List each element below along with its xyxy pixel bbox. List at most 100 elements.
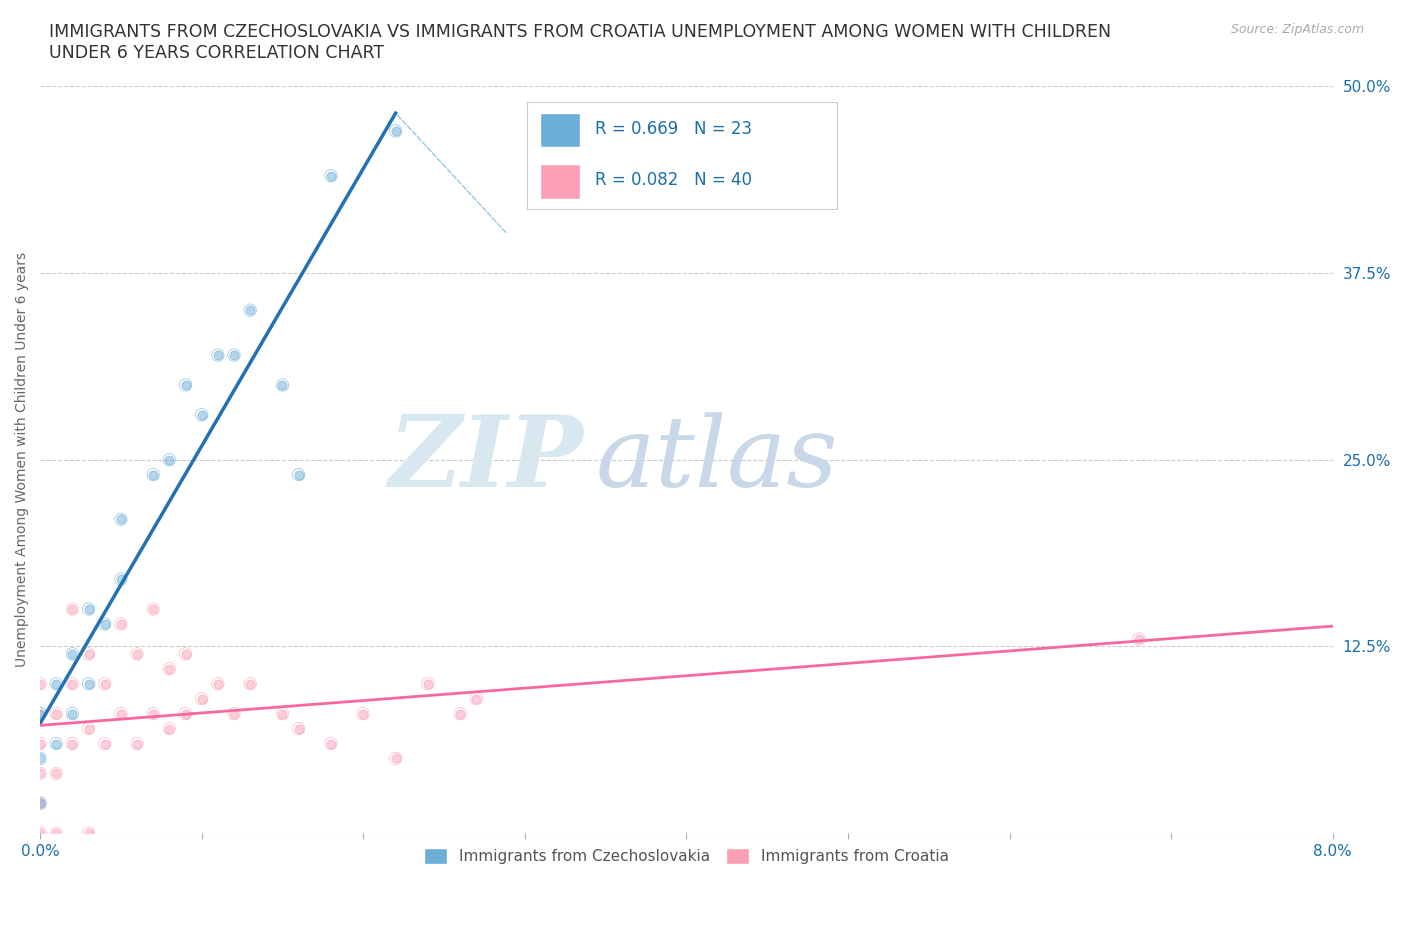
- Point: [45, 736, 67, 751]
- Point: [352, 706, 374, 721]
- Point: [62, 676, 84, 691]
- Point: [30, 826, 52, 841]
- Point: [45, 826, 67, 841]
- Point: [45, 766, 67, 781]
- Point: [62, 706, 84, 721]
- Point: [174, 706, 197, 721]
- Point: [319, 736, 342, 751]
- Point: [110, 512, 132, 526]
- Point: [174, 646, 197, 661]
- Point: [287, 721, 309, 736]
- Point: [30, 826, 52, 841]
- Point: [416, 676, 439, 691]
- Point: [352, 706, 374, 721]
- Point: [77, 721, 100, 736]
- Point: [319, 736, 342, 751]
- Point: [77, 646, 100, 661]
- Point: [239, 303, 262, 318]
- Point: [62, 602, 84, 617]
- Point: [207, 676, 229, 691]
- Point: [174, 646, 197, 661]
- Point: [110, 617, 132, 631]
- Point: [207, 348, 229, 363]
- Point: [157, 721, 180, 736]
- Point: [62, 676, 84, 691]
- Point: [222, 348, 245, 363]
- Point: [77, 676, 100, 691]
- Point: [30, 706, 52, 721]
- Point: [222, 706, 245, 721]
- Point: [125, 646, 148, 661]
- Point: [77, 826, 100, 841]
- Point: [384, 124, 406, 139]
- Point: [239, 303, 262, 318]
- Point: [77, 826, 100, 841]
- Point: [62, 706, 84, 721]
- FancyBboxPatch shape: [540, 113, 579, 147]
- Text: R = 0.669   N = 23: R = 0.669 N = 23: [595, 120, 752, 138]
- Point: [62, 602, 84, 617]
- Point: [30, 706, 52, 721]
- Point: [45, 766, 67, 781]
- Text: IMMIGRANTS FROM CZECHOSLOVAKIA VS IMMIGRANTS FROM CROATIA UNEMPLOYMENT AMONG WOM: IMMIGRANTS FROM CZECHOSLOVAKIA VS IMMIGR…: [49, 23, 1111, 62]
- Point: [93, 676, 115, 691]
- Point: [190, 691, 212, 706]
- Point: [174, 706, 197, 721]
- Point: [416, 676, 439, 691]
- Point: [110, 572, 132, 587]
- Point: [157, 661, 180, 676]
- Point: [271, 706, 294, 721]
- Point: [287, 721, 309, 736]
- Point: [190, 691, 212, 706]
- Point: [45, 826, 67, 841]
- Point: [1128, 631, 1150, 646]
- Point: [30, 796, 52, 811]
- Y-axis label: Unemployment Among Women with Children Under 6 years: Unemployment Among Women with Children U…: [15, 252, 30, 667]
- Point: [271, 378, 294, 392]
- Point: [30, 766, 52, 781]
- Point: [110, 706, 132, 721]
- Point: [271, 378, 294, 392]
- Point: [93, 736, 115, 751]
- Point: [93, 676, 115, 691]
- Point: [45, 706, 67, 721]
- Point: [157, 661, 180, 676]
- Text: R = 0.082   N = 40: R = 0.082 N = 40: [595, 171, 752, 190]
- Point: [30, 751, 52, 766]
- Point: [93, 617, 115, 631]
- Point: [30, 706, 52, 721]
- Point: [174, 378, 197, 392]
- Point: [190, 407, 212, 422]
- Point: [110, 512, 132, 526]
- Text: Source: ZipAtlas.com: Source: ZipAtlas.com: [1230, 23, 1364, 36]
- Point: [449, 706, 471, 721]
- Point: [110, 572, 132, 587]
- Point: [287, 467, 309, 482]
- Point: [449, 706, 471, 721]
- Point: [30, 751, 52, 766]
- Point: [93, 617, 115, 631]
- Point: [287, 467, 309, 482]
- Text: ZIP: ZIP: [388, 411, 583, 508]
- Point: [384, 751, 406, 766]
- Point: [157, 721, 180, 736]
- Point: [207, 348, 229, 363]
- Point: [30, 736, 52, 751]
- Point: [30, 676, 52, 691]
- Point: [110, 706, 132, 721]
- Point: [30, 736, 52, 751]
- Point: [142, 706, 165, 721]
- Point: [30, 796, 52, 811]
- Text: atlas: atlas: [596, 412, 839, 507]
- Point: [142, 706, 165, 721]
- Point: [222, 348, 245, 363]
- Point: [30, 796, 52, 811]
- Point: [157, 452, 180, 467]
- Point: [239, 676, 262, 691]
- Point: [62, 646, 84, 661]
- Point: [190, 407, 212, 422]
- Point: [125, 646, 148, 661]
- Point: [62, 646, 84, 661]
- Point: [384, 124, 406, 139]
- Point: [142, 602, 165, 617]
